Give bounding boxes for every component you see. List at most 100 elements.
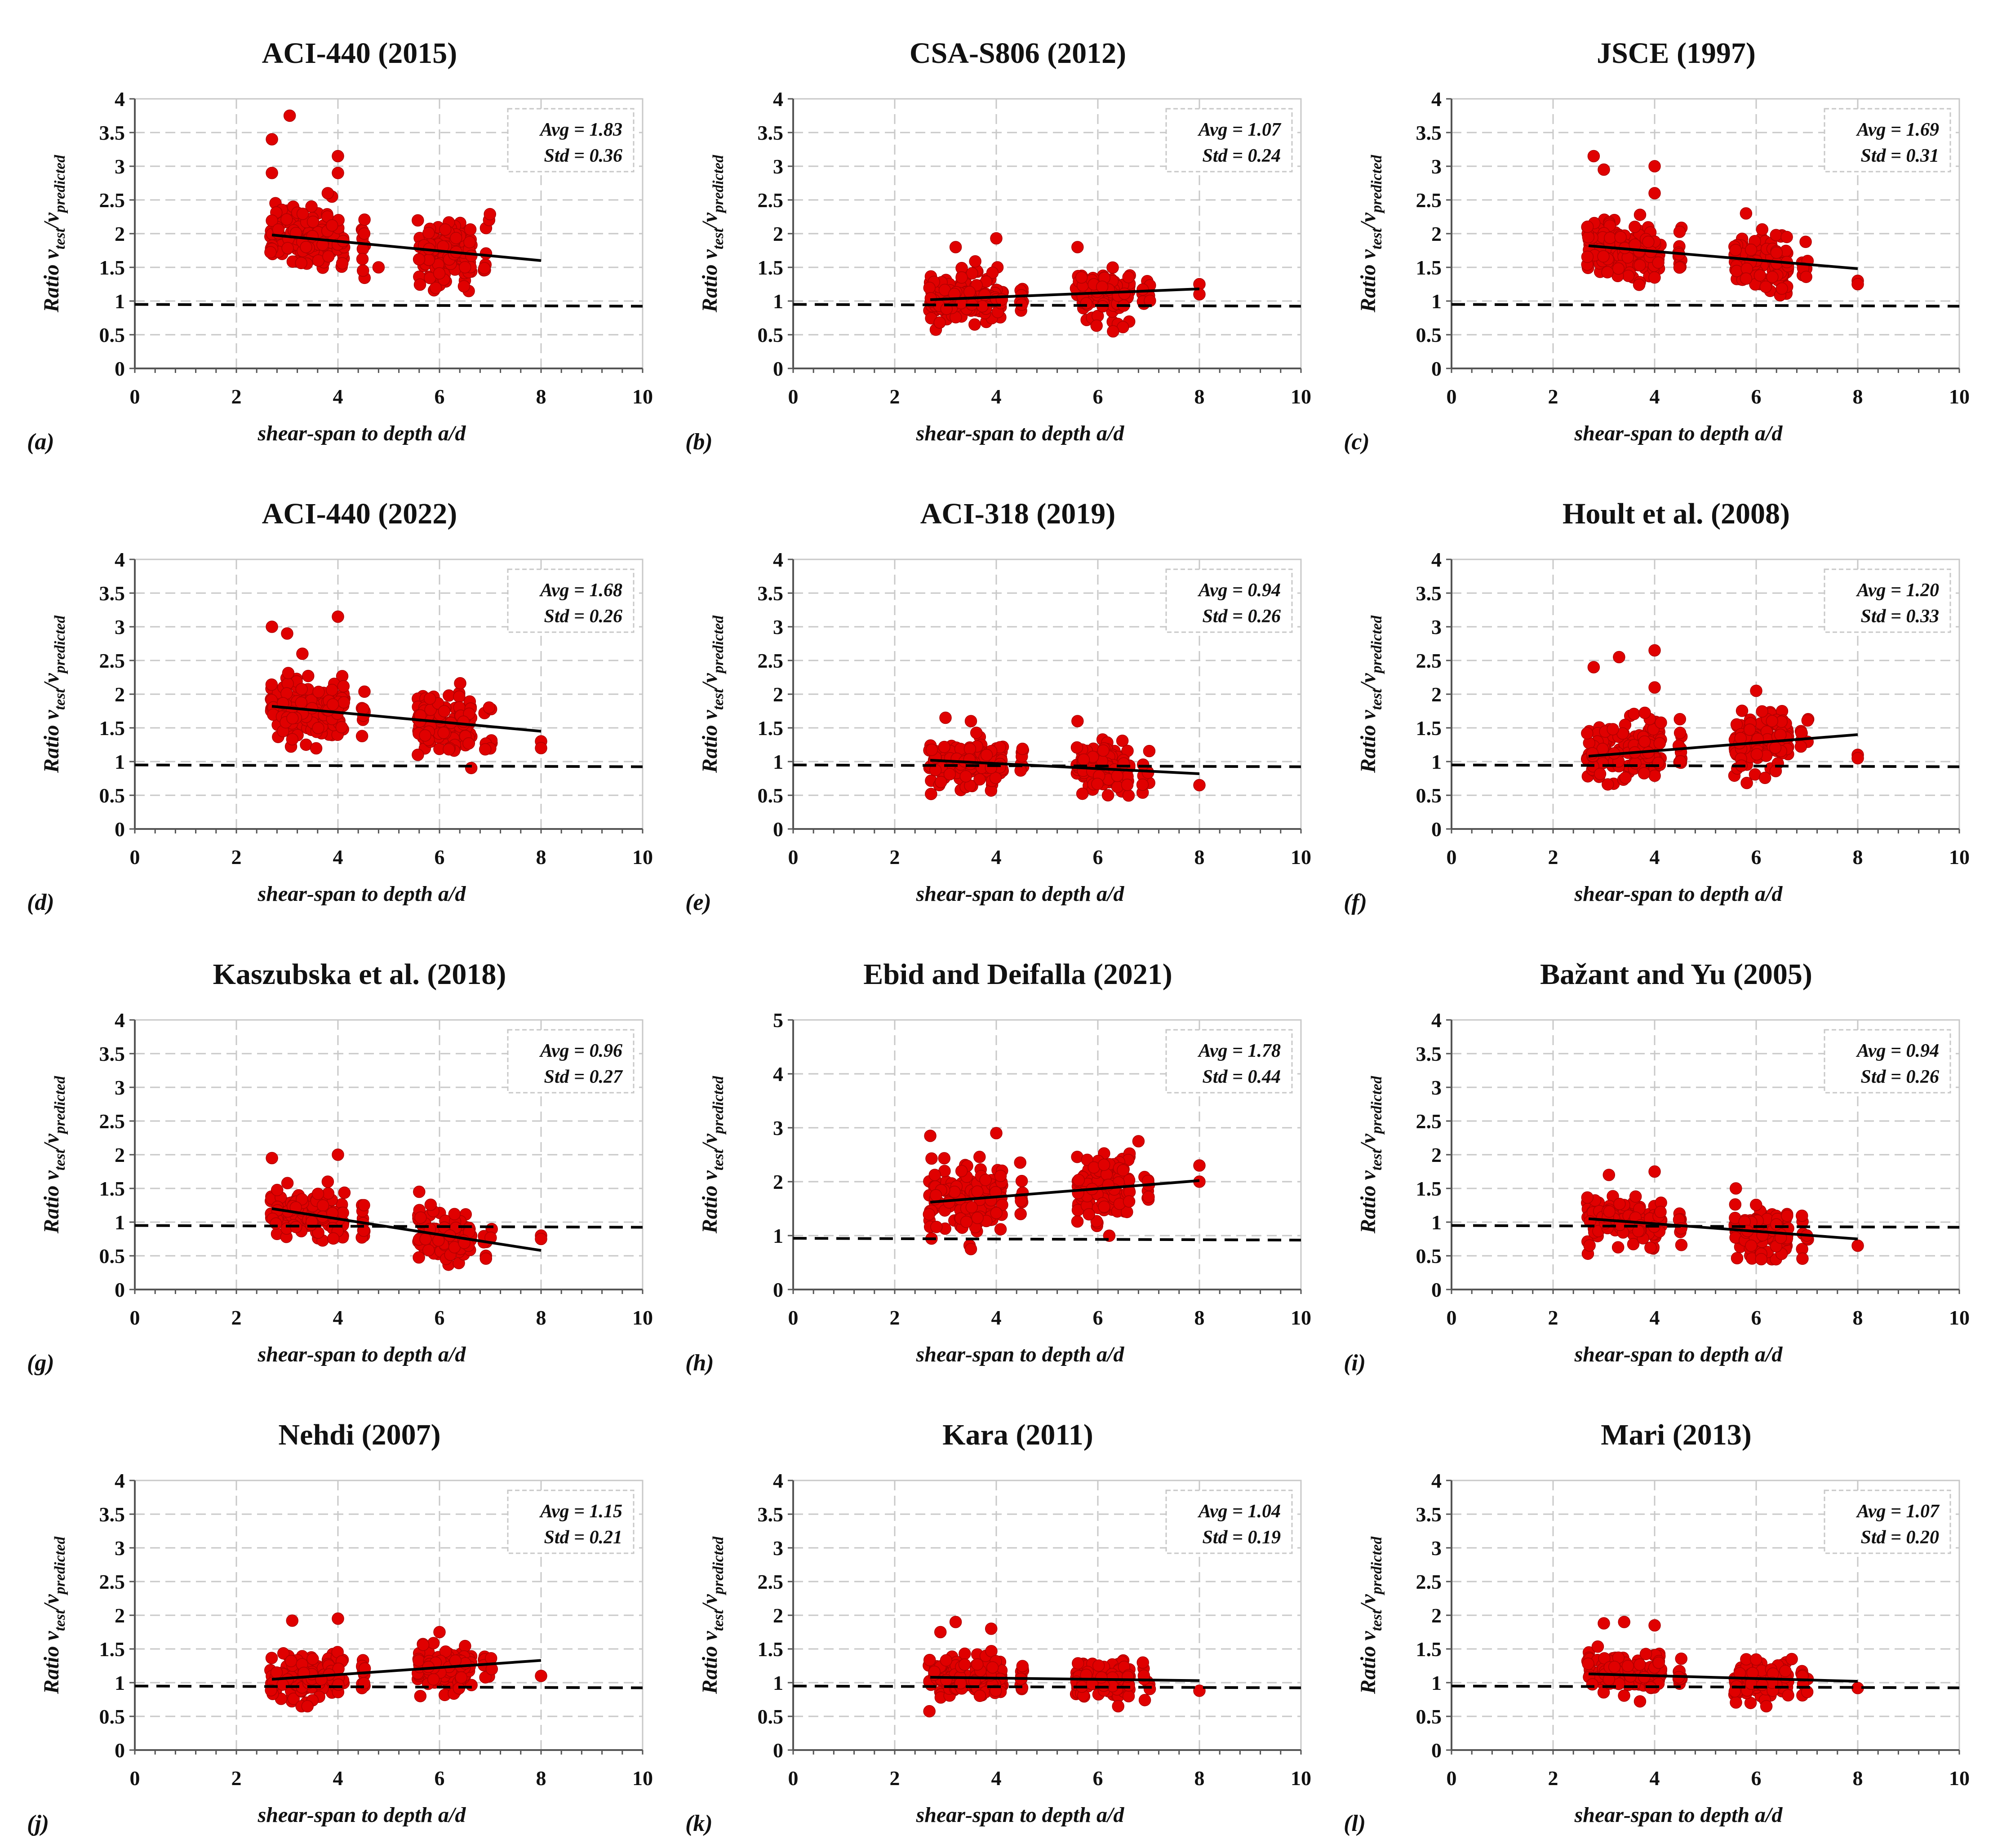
- avg-label: Avg = 0.94: [1856, 1041, 1939, 1061]
- data-point: [925, 1152, 938, 1165]
- data-point: [1581, 220, 1594, 233]
- y-tick-label: 2.5: [99, 649, 125, 672]
- data-point: [1653, 737, 1666, 750]
- x-axis-label: shear-span to depth a/d: [257, 882, 466, 906]
- data-point: [1730, 1696, 1742, 1709]
- data-point: [439, 223, 452, 236]
- y-tick-label: 2: [773, 683, 783, 706]
- data-point: [1072, 1174, 1085, 1187]
- data-point: [300, 241, 312, 253]
- data-point: [414, 1690, 427, 1702]
- x-tick-label: 4: [333, 1767, 343, 1790]
- x-tick-label: 0: [788, 1306, 799, 1329]
- y-axis-label-sub-test: test: [52, 1609, 68, 1631]
- data-point: [1193, 779, 1206, 792]
- data-point: [332, 167, 344, 179]
- y-axis-label-sub-predicted: predicted: [1368, 1536, 1385, 1595]
- data-point: [443, 689, 455, 702]
- x-axis-label: shear-span to depth a/d: [1574, 1803, 1783, 1827]
- chart-panel-l: Mari (2013) 0 0.5 1 1.5 2 2.5 3 3.5 4 0 2 4 6 8 10 shear…: [1344, 1418, 1970, 1836]
- y-tick-label: 4: [115, 548, 125, 571]
- data-point: [1745, 1239, 1758, 1252]
- data-point: [338, 1186, 351, 1199]
- data-point: [427, 1673, 440, 1686]
- data-point: [326, 219, 338, 232]
- data-point: [933, 316, 946, 329]
- data-point: [1652, 1656, 1665, 1669]
- x-tick-label: 8: [1853, 1767, 1863, 1790]
- y-tick-label: 3: [1431, 1537, 1442, 1560]
- y-tick-label: 1: [773, 1224, 783, 1247]
- y-axis-label-mid: /v: [1356, 673, 1380, 690]
- data-point: [955, 271, 968, 284]
- data-point: [1136, 1656, 1149, 1669]
- data-point: [1598, 163, 1610, 176]
- y-axis-label-mid: /v: [1356, 1134, 1380, 1151]
- x-tick-label: 10: [1949, 1767, 1970, 1790]
- y-tick-label: 3: [115, 1537, 125, 1560]
- y-tick-label: 2: [115, 683, 125, 706]
- y-axis-label: Ratio vtest/vpredicted: [40, 615, 68, 773]
- y-tick-label: 2.5: [99, 1110, 125, 1133]
- data-point: [1607, 723, 1619, 736]
- y-tick-label: 3.5: [1416, 1042, 1442, 1065]
- y-axis-label-sub-test: test: [1368, 688, 1385, 710]
- data-point: [973, 1689, 986, 1702]
- y-axis-label-mid: /v: [40, 1134, 63, 1151]
- x-tick-label: 10: [632, 1306, 653, 1329]
- data-point: [960, 1215, 973, 1228]
- data-point: [1613, 1197, 1626, 1210]
- y-axis-label-mid: /v: [1356, 1594, 1380, 1611]
- data-point: [457, 715, 470, 728]
- data-point: [1756, 223, 1769, 236]
- panel-letter: (a): [27, 429, 54, 455]
- reference-line: [134, 763, 643, 768]
- data-point: [265, 678, 278, 691]
- data-point: [986, 266, 999, 279]
- y-axis-label-mid: /v: [40, 1594, 63, 1611]
- data-point: [295, 696, 308, 709]
- data-point: [990, 1207, 1003, 1219]
- x-tick-label: 8: [536, 846, 546, 869]
- panel-letter: (e): [685, 890, 711, 915]
- y-tick-label: 3.5: [758, 582, 784, 605]
- y-tick-label: 2.5: [99, 1570, 125, 1593]
- y-axis-label-sub-predicted: predicted: [710, 1536, 727, 1595]
- data-point: [457, 280, 471, 293]
- data-point: [1587, 661, 1600, 674]
- data-point: [1796, 1252, 1809, 1265]
- data-point: [1581, 250, 1594, 263]
- x-tick-label: 10: [1949, 1306, 1970, 1329]
- panel-letter: (g): [27, 1350, 54, 1376]
- x-tick-label: 4: [991, 1767, 1002, 1790]
- y-tick-label: 2: [773, 1170, 783, 1193]
- x-tick-label: 2: [231, 846, 242, 869]
- x-tick-label: 0: [1447, 385, 1457, 408]
- x-tick-label: 4: [991, 846, 1002, 869]
- data-point: [949, 241, 962, 253]
- data-point: [1629, 757, 1642, 770]
- y-tick-label: 0: [773, 357, 783, 380]
- y-tick-label: 4: [115, 1009, 125, 1032]
- data-point: [1770, 229, 1782, 241]
- data-point: [1674, 713, 1686, 726]
- data-point: [332, 1612, 344, 1625]
- y-axis-label-main: Ratio v: [40, 249, 63, 313]
- x-tick-label: 8: [1853, 385, 1863, 408]
- data-point: [1193, 288, 1206, 301]
- chart-panel-k: Kara (2011) 0 0.5 1 1.5 2 2.5 3 3.5 4 0 2 4 6 8 10 shear…: [685, 1418, 1311, 1836]
- data-point: [1015, 1194, 1027, 1207]
- y-tick-label: 4: [773, 548, 783, 571]
- data-point: [1655, 716, 1667, 729]
- data-point: [1622, 270, 1635, 282]
- data-point: [1674, 727, 1687, 739]
- y-tick-label: 2: [115, 1604, 125, 1627]
- y-axis-label-sub-test: test: [710, 1148, 727, 1170]
- data-point: [449, 1654, 462, 1667]
- y-tick-label: 3.5: [99, 1042, 125, 1065]
- avg-label: Avg = 0.96: [539, 1041, 622, 1061]
- scatter-points: [1580, 644, 1864, 791]
- data-point: [923, 1653, 936, 1666]
- y-axis-label-main: Ratio v: [698, 249, 722, 313]
- data-point: [266, 620, 278, 633]
